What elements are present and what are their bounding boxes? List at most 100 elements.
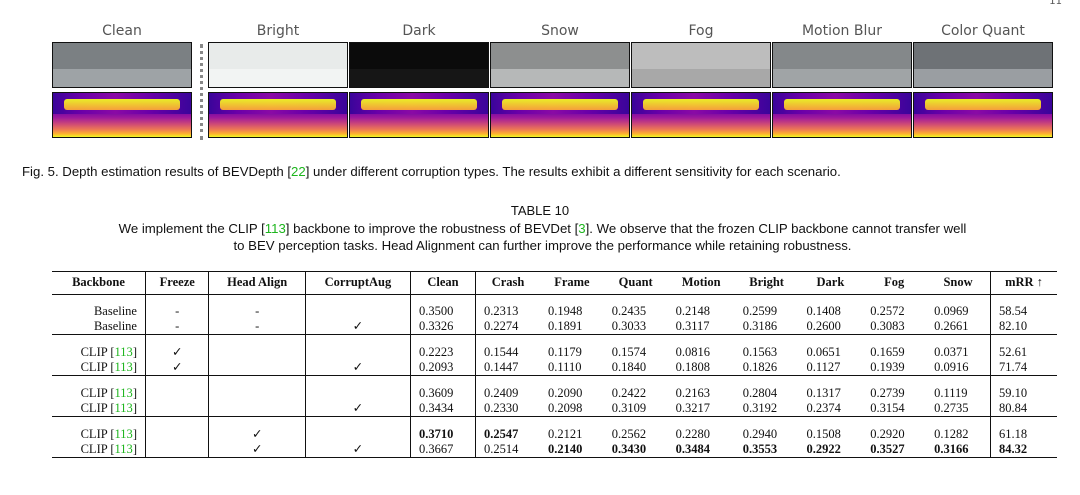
separator-cell [926,416,992,418]
separator-cell [410,416,477,418]
table-row: CLIP [113] ✓ 0.3710 0.2547 0.2121 0.2562 0.228… [52,427,1057,442]
road-surface [350,69,488,87]
bracket: ] [132,442,137,456]
figure-caption-text: Fig. 5. Depth estimation results of BEVD… [22,164,292,179]
backbone-cell: CLIP [113] [52,442,146,458]
value-cell: 0.3667 [410,442,477,458]
gap-cell [668,336,735,345]
separator-cell [52,334,146,336]
camera-image [772,42,912,88]
value-cell: 0.1317 [806,386,841,400]
value-cell: 0.0816 [675,345,710,359]
value-cell: 0.3484 [667,442,735,458]
value-cell: 0.2920 [870,427,905,441]
value-cell: 0.2090 [548,386,583,400]
value-cell: 0.3186 [742,319,778,333]
citation-link[interactable]: 113 [114,442,133,456]
column-header: Quant [603,271,668,295]
gap-cell [476,418,540,427]
bracket: ] [132,345,137,359]
backbone-cell: CLIP [113] [52,360,146,376]
value-cell: 0.3166 [926,442,992,458]
value-cell: 0.3710 [410,427,477,442]
backbone-cell: CLIP [113] [52,427,146,442]
separator-cell [410,334,477,336]
gap-cell [476,377,540,386]
value-cell: 0.2600 [806,319,841,333]
value-cell: 0.1544 [484,345,519,359]
separator-cell [305,416,411,418]
backbone-cell: Baseline [52,304,146,319]
gap-cell [52,418,146,427]
gap-cell [145,336,210,345]
separator-cell [145,416,210,418]
citation-link[interactable]: 113 [114,386,133,400]
value-cell: 0.2163 [675,386,710,400]
freeze-cell [145,386,210,401]
separator-cell [990,375,1057,377]
value-cell: 0.3109 [611,401,647,415]
value-cell: 0.3326 [410,319,477,335]
separator-cell [926,375,992,377]
table-caption: We implement the CLIP [113] backbone to … [20,220,1065,254]
figure-column: Motion Blur [772,22,912,138]
gap-cell [540,418,604,427]
figure-column-label: Dark [402,23,436,39]
depth-map [208,92,348,138]
camera-image [913,42,1053,88]
gap-cell [604,418,668,427]
freeze-cell [145,442,210,458]
citation-link[interactable]: 113 [114,345,133,359]
figure-column-label: Fog [688,23,714,39]
separator-cell [603,416,668,418]
depth-map [349,92,489,138]
value-cell: 0.1110 [548,360,582,374]
value-cell: 0.2223 [410,345,477,360]
citation-link[interactable]: 22 [291,164,306,179]
separator-cell [862,416,927,418]
road-surface [491,69,629,87]
column-header: mRR ↑ [990,271,1057,295]
separator-cell [990,334,1057,336]
value-cell: 0.2661 [926,319,992,335]
depth-map [631,92,771,138]
gap-cell [926,336,992,345]
gap-cell [208,418,306,427]
head-align-cell [208,360,306,376]
value-cell: 0.3553 [734,442,799,458]
separator-cell [603,375,668,377]
value-cell: 0.2280 [675,427,710,441]
citation-link[interactable]: 113 [114,360,133,374]
separator-cell [667,416,735,418]
value-cell: 0.3033 [611,319,647,333]
gap-cell [208,336,306,345]
table-row: CLIP [113] ✓ 0.3434 0.2330 0.2098 0.3109 0.321… [52,401,1057,417]
backbone-name: CLIP [ [80,345,115,359]
value-cell: 0.2409 [484,386,519,400]
gap-cell [991,295,1057,305]
citation-link[interactable]: 113 [264,221,286,236]
backbone-name: CLIP [ [80,442,115,456]
figure-column-label: Color Quant [941,23,1025,39]
value-cell: 0.3192 [742,401,778,415]
gap-cell [145,418,210,427]
road-surface [914,69,1052,87]
column-header: Freeze [145,271,210,295]
bracket: ] [132,360,137,374]
citation-link[interactable]: 3 [578,221,586,236]
citation-link[interactable]: 113 [114,427,133,441]
separator-cell [475,416,540,418]
dotted-divider [200,44,203,140]
column-header: Dark [798,271,863,295]
value-cell: 0.3154 [870,401,905,415]
gap-cell [799,336,863,345]
head-align-cell [208,401,306,417]
citation-link[interactable]: 113 [114,401,133,415]
separator-cell [667,375,735,377]
corrupt-aug-cell: ✓ [305,319,411,335]
group-gap [52,418,1057,427]
table-caption-text: We implement the CLIP [ [118,221,265,236]
backbone-cell: CLIP [113] [52,345,146,360]
value-cell: 0.1563 [742,345,778,359]
camera-image [349,42,489,88]
